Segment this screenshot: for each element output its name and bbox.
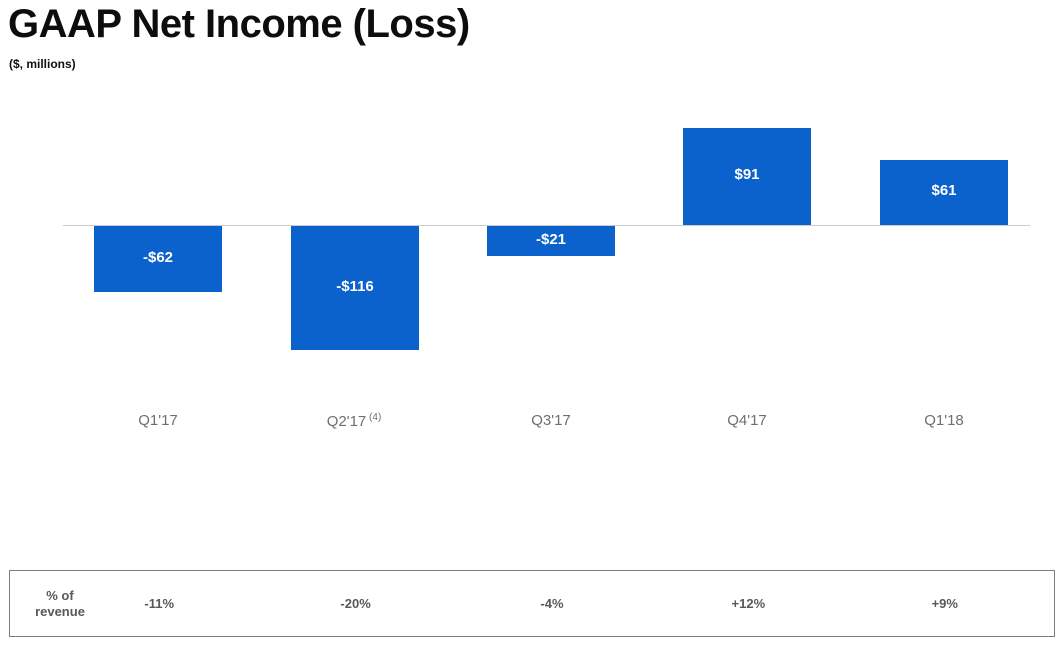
bar-q2-17: -$116 — [291, 226, 419, 350]
revenue-pct-cell: -20% — [340, 596, 371, 611]
revenue-row-label: % of revenue — [35, 587, 85, 619]
axis-label-q4-17: Q4'17 — [727, 412, 767, 429]
x-axis-labels: Q1'17 Q2'17 (4) Q3'17 Q4'17 Q1'18 — [60, 412, 1042, 432]
bar-value-label: $91 — [734, 166, 760, 183]
axis-label-q3-17: Q3'17 — [531, 412, 571, 429]
axis-label-q1-18: Q1'18 — [924, 412, 964, 429]
bar-value-label: -$116 — [336, 277, 374, 295]
revenue-pct-cell: -11% — [144, 596, 175, 611]
bar-value-label: -$62 — [142, 248, 174, 266]
revenue-pct-row: -11% -20% -4% +12% +9% — [61, 571, 1043, 636]
chart-unit-subtitle: ($, millions) — [9, 57, 76, 71]
bar-value-label: -$21 — [535, 230, 567, 248]
footnote-marker: (4) — [366, 412, 382, 423]
zero-baseline — [63, 225, 1030, 226]
axis-label-q1-17: Q1'17 — [138, 412, 178, 429]
bar-q3-17: -$21 — [487, 226, 615, 256]
bar-chart: -$62 -$116 -$21 $91 $61 Q1'17 Q2'17 (4) Q3'17 Q… — [60, 100, 1042, 440]
revenue-pct-cell: +12% — [731, 596, 766, 611]
page-title: GAAP Net Income (Loss) — [8, 2, 470, 46]
revenue-pct-cell: -4% — [540, 596, 564, 611]
revenue-pct-cell: +9% — [931, 596, 958, 611]
bar-q1-17: -$62 — [94, 226, 222, 292]
bar-value-label: $61 — [931, 182, 957, 199]
bar-q1-18: $61 — [880, 160, 1008, 225]
revenue-table: % of revenue -11% -20% -4% +12% +9% — [9, 570, 1055, 637]
axis-label-q2-17: Q2'17 (4) — [326, 412, 382, 430]
bar-q4-17: $91 — [683, 128, 811, 225]
